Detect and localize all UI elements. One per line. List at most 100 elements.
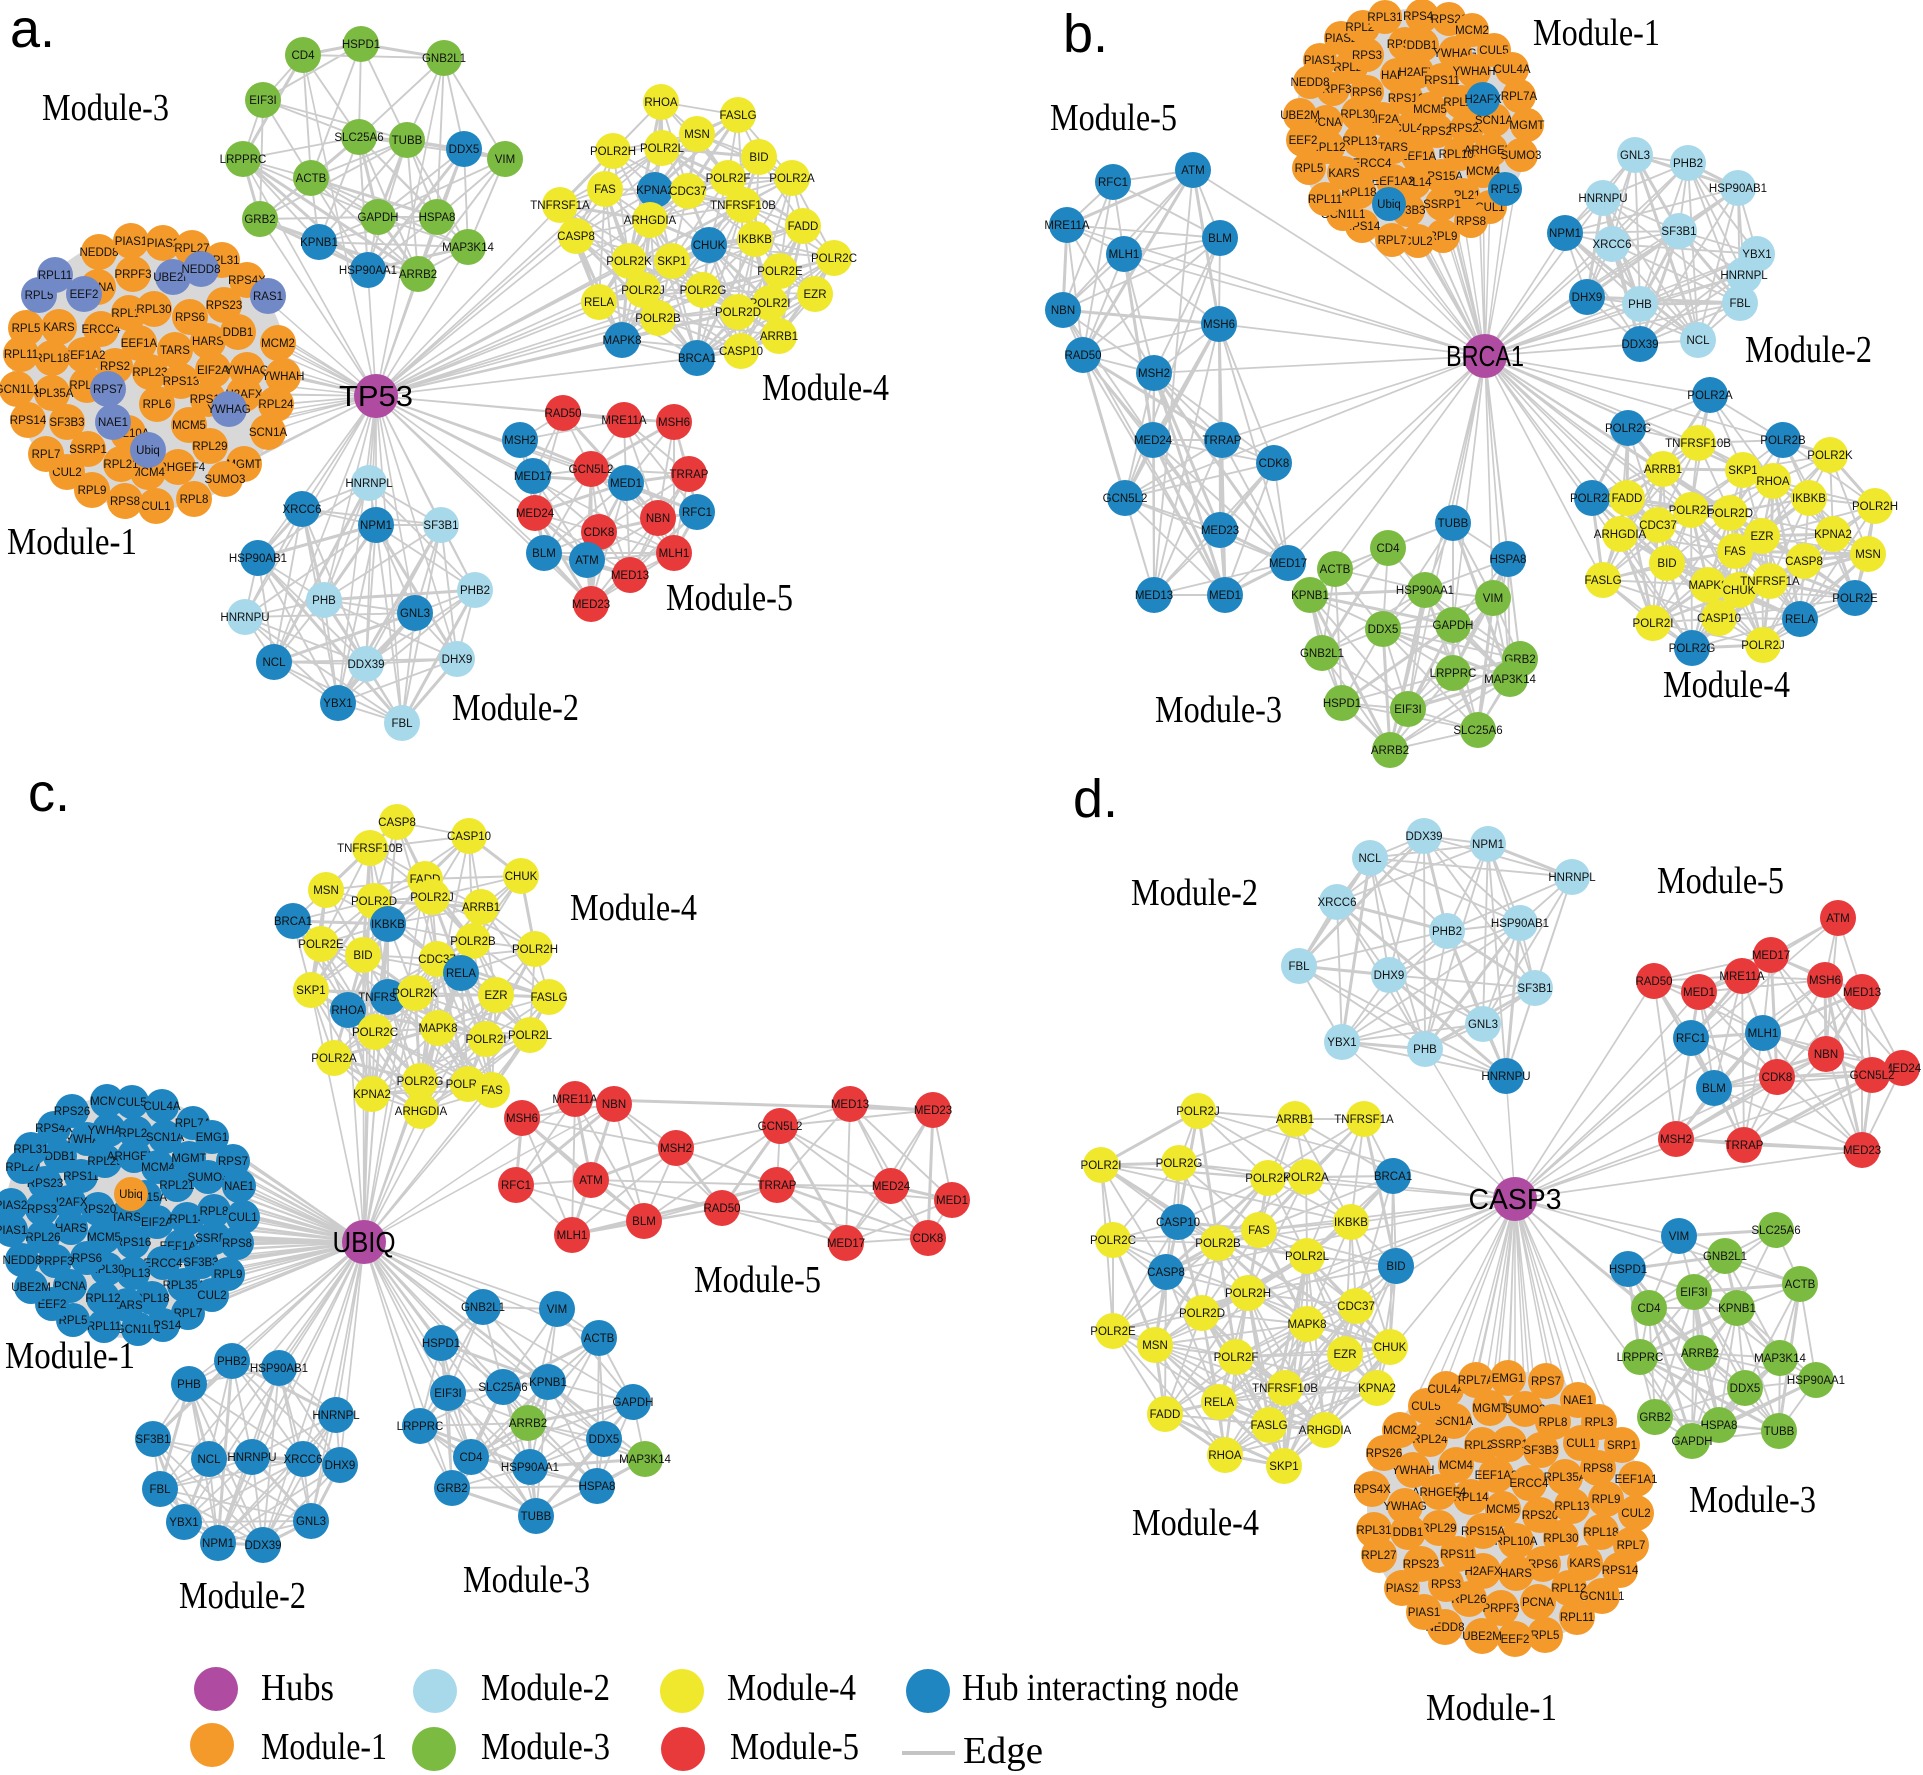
- svg-text:MSH6: MSH6: [506, 1113, 538, 1125]
- svg-text:RPL5: RPL5: [59, 1315, 88, 1327]
- svg-text:KARS: KARS: [1328, 168, 1360, 180]
- svg-text:HSPA8: HSPA8: [1701, 1420, 1738, 1432]
- svg-text:RPS8: RPS8: [1583, 1463, 1613, 1475]
- svg-text:CUL5: CUL5: [117, 1097, 146, 1109]
- svg-text:SF3B1: SF3B1: [423, 520, 458, 532]
- svg-text:EEF1A1: EEF1A1: [1615, 1474, 1658, 1486]
- svg-text:NBN: NBN: [646, 513, 670, 525]
- svg-text:RPL11: RPL11: [1560, 1612, 1594, 1624]
- svg-text:POLR2H: POLR2H: [1225, 1288, 1271, 1300]
- svg-text:RHOA: RHOA: [644, 97, 678, 109]
- svg-text:KPNB1: KPNB1: [529, 1377, 567, 1389]
- svg-text:EZR: EZR: [1334, 1349, 1357, 1361]
- svg-text:SUMO3: SUMO3: [1501, 150, 1542, 162]
- svg-text:RELA: RELA: [1785, 614, 1815, 626]
- svg-text:PRPF3: PRPF3: [1482, 1603, 1519, 1615]
- svg-text:RPL5: RPL5: [1491, 184, 1520, 196]
- svg-text:POLR2L: POLR2L: [1285, 1251, 1330, 1263]
- svg-text:MAP3K14: MAP3K14: [619, 1454, 671, 1466]
- svg-text:RPL11: RPL11: [38, 270, 72, 282]
- svg-text:POLR2A: POLR2A: [1687, 390, 1733, 402]
- svg-text:RPL5: RPL5: [1295, 163, 1324, 175]
- svg-text:RPS20: RPS20: [1522, 1510, 1558, 1522]
- svg-text:NEDD8: NEDD8: [3, 1255, 42, 1267]
- svg-text:TNFRSF10B: TNFRSF10B: [337, 843, 403, 855]
- svg-text:MED1: MED1: [1683, 987, 1715, 999]
- svg-text:EEF2: EEF2: [70, 289, 99, 301]
- svg-text:MED13: MED13: [611, 570, 649, 582]
- svg-text:TUBB: TUBB: [521, 1511, 552, 1523]
- svg-text:RPL5: RPL5: [1531, 1630, 1560, 1642]
- svg-text:CDC37: CDC37: [1337, 1301, 1375, 1313]
- svg-text:TARS: TARS: [111, 1212, 141, 1224]
- svg-text:MED17: MED17: [827, 1238, 865, 1250]
- svg-text:POLR2B: POLR2B: [450, 936, 496, 948]
- svg-text:ARHGDIA: ARHGDIA: [1299, 1425, 1352, 1437]
- svg-text:POLR2H: POLR2H: [1852, 501, 1898, 513]
- svg-text:Module-1: Module-1: [5, 1335, 135, 1377]
- svg-text:RPL11: RPL11: [87, 1321, 121, 1333]
- svg-text:MCM4: MCM4: [141, 1162, 175, 1174]
- svg-text:MED1: MED1: [610, 478, 642, 490]
- svg-text:XRCC6: XRCC6: [1318, 897, 1357, 909]
- svg-text:YWHAG: YWHAG: [207, 404, 251, 416]
- svg-text:Module-2: Module-2: [481, 1667, 610, 1709]
- svg-text:MCM2: MCM2: [1455, 25, 1489, 37]
- svg-text:ACTB: ACTB: [296, 173, 327, 185]
- svg-text:RPL27: RPL27: [1361, 1550, 1396, 1562]
- svg-text:RFC1: RFC1: [501, 1180, 531, 1192]
- svg-text:RPL35A: RPL35A: [1544, 1472, 1587, 1484]
- svg-text:CHUK: CHUK: [1723, 585, 1756, 597]
- svg-text:RPS6: RPS6: [175, 312, 205, 324]
- svg-text:LRPPRC: LRPPRC: [1617, 1352, 1664, 1364]
- svg-text:CDC37: CDC37: [1639, 520, 1677, 532]
- svg-text:DDX39: DDX39: [1621, 339, 1658, 351]
- svg-text:ERCC4: ERCC4: [1510, 1478, 1550, 1490]
- svg-text:RPL8: RPL8: [200, 1206, 229, 1218]
- svg-text:NCL: NCL: [1686, 335, 1710, 347]
- svg-text:DHX9: DHX9: [1374, 970, 1405, 982]
- svg-text:RHOA: RHOA: [331, 1005, 365, 1017]
- svg-text:SCN1A: SCN1A: [146, 1132, 185, 1144]
- svg-text:HSP90AB1: HSP90AB1: [1709, 183, 1767, 195]
- svg-text:POLR2E: POLR2E: [1090, 1326, 1136, 1338]
- svg-text:MED1: MED1: [936, 1195, 968, 1207]
- svg-text:ERCC4: ERCC4: [1353, 158, 1393, 170]
- svg-text:FBL: FBL: [149, 1484, 171, 1496]
- svg-text:MLH1: MLH1: [557, 1230, 588, 1242]
- svg-text:CUL4A: CUL4A: [1493, 64, 1530, 76]
- svg-text:POLR2I: POLR2I: [466, 1034, 507, 1046]
- svg-text:SUMO3: SUMO3: [1505, 1404, 1546, 1416]
- svg-text:EZR: EZR: [1751, 531, 1774, 543]
- svg-text:KARS: KARS: [43, 322, 75, 334]
- svg-text:VIM: VIM: [495, 154, 515, 166]
- svg-text:RPL21: RPL21: [103, 459, 138, 471]
- svg-text:MSN: MSN: [684, 129, 710, 141]
- svg-text:CUL2: CUL2: [1621, 1508, 1650, 1520]
- svg-text:RPS7: RPS7: [93, 384, 123, 396]
- svg-text:MED17: MED17: [1752, 950, 1790, 962]
- svg-text:RPS16: RPS16: [115, 1237, 151, 1249]
- svg-text:PHB2: PHB2: [1673, 158, 1703, 170]
- svg-text:FASLG: FASLG: [1584, 575, 1621, 587]
- svg-text:RPL6: RPL6: [143, 399, 172, 411]
- svg-text:Module-4: Module-4: [1663, 664, 1790, 706]
- svg-text:DDB1: DDB1: [1407, 40, 1438, 52]
- svg-text:POLR2A: POLR2A: [311, 1053, 357, 1065]
- svg-text:GNL3: GNL3: [400, 608, 430, 620]
- svg-text:YBX1: YBX1: [1327, 1037, 1356, 1049]
- svg-text:DDX5: DDX5: [1368, 624, 1399, 636]
- svg-text:POLR2D: POLR2D: [1179, 1308, 1225, 1320]
- svg-text:ARRB1: ARRB1: [760, 331, 798, 343]
- svg-text:PHB: PHB: [1413, 1044, 1437, 1056]
- svg-text:TNFRSF10B: TNFRSF10B: [1252, 1383, 1318, 1395]
- svg-text:MSH6: MSH6: [1203, 319, 1235, 331]
- svg-text:BRCA1: BRCA1: [274, 916, 312, 928]
- svg-text:CASP8: CASP8: [1785, 556, 1823, 568]
- svg-text:MED23: MED23: [1843, 1145, 1881, 1157]
- svg-text:CDK8: CDK8: [584, 527, 615, 539]
- svg-text:BLM: BLM: [1208, 233, 1232, 245]
- svg-text:RAS1: RAS1: [253, 291, 283, 303]
- svg-text:MCM5: MCM5: [1413, 104, 1447, 116]
- svg-text:ARRB2: ARRB2: [1681, 1348, 1719, 1360]
